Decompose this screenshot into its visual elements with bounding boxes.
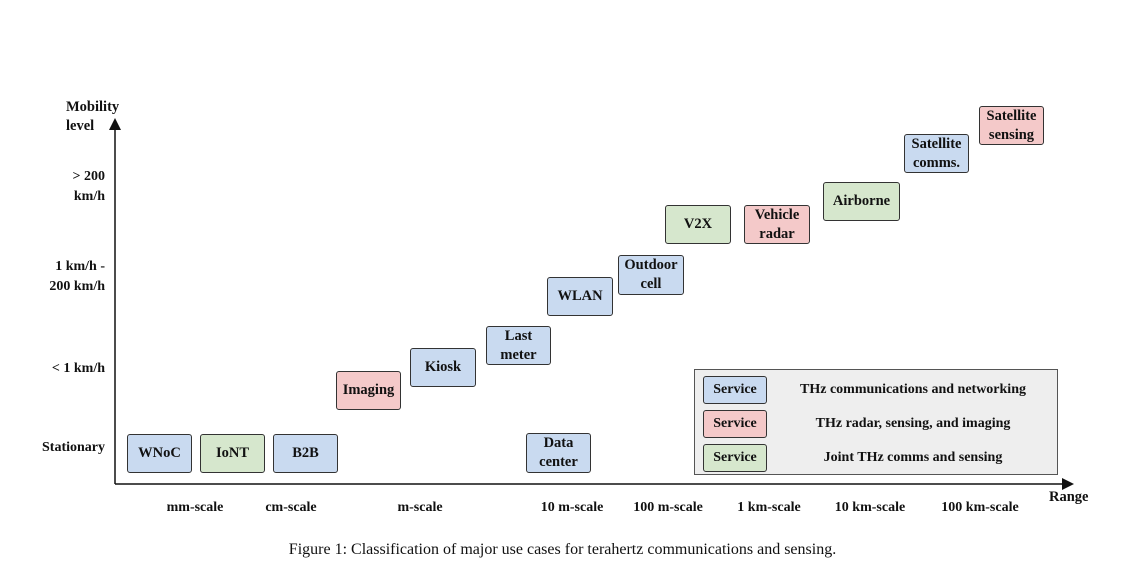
x-scale-1km: 1 km-scale xyxy=(737,500,801,515)
use-case-data-center: Data center xyxy=(526,433,591,473)
legend-row-joint: Service Joint THz comms and sensing xyxy=(695,444,1057,474)
legend-text-comms: THz communications and networking xyxy=(800,382,1026,397)
legend-text-joint: Joint THz comms and sensing xyxy=(823,450,1003,465)
use-case-iont: IoNT xyxy=(200,434,265,473)
x-axis-title: Range xyxy=(1049,489,1089,505)
use-case-outdoor-cell: Outdoor cell xyxy=(618,255,684,295)
x-scale-10km: 10 km-scale xyxy=(834,500,906,515)
legend-chip-comms: Service xyxy=(703,376,767,404)
use-case-last-meter: Last meter xyxy=(486,326,551,365)
y-axis-title: Mobility level xyxy=(66,99,120,134)
legend-row-sensing: Service THz radar, sensing, and imaging xyxy=(695,410,1057,440)
y-level-low: < 1 km/h xyxy=(51,361,105,376)
use-case-v2x: V2X xyxy=(665,205,731,244)
figure-caption: Figure 1: Classification of major use ca… xyxy=(288,541,837,558)
x-scale-100m: 100 m-scale xyxy=(633,500,703,515)
x-scale-m: m-scale xyxy=(397,500,443,515)
use-case-b2b: B2B xyxy=(273,434,338,473)
use-case-kiosk: Kiosk xyxy=(410,348,476,387)
y-level-stationary: Stationary xyxy=(42,440,105,455)
use-case-vehicle-radar: Vehicle radar xyxy=(744,205,810,244)
y-level-high: > 200 km/h xyxy=(72,169,105,204)
use-case-wnoc: WNoC xyxy=(127,434,192,473)
x-scale-cm: cm-scale xyxy=(265,500,317,515)
legend-chip-joint: Service xyxy=(703,444,767,472)
use-case-airborne: Airborne xyxy=(823,182,900,221)
use-case-satellite-sensing: Satellite sensing xyxy=(979,106,1044,145)
use-case-wlan: WLAN xyxy=(547,277,613,316)
legend-chip-sensing: Service xyxy=(703,410,767,438)
y-level-medium: 1 km/h - 200 km/h xyxy=(49,259,105,294)
x-scale-mm: mm-scale xyxy=(166,500,224,515)
use-case-satellite-comms: Satellite comms. xyxy=(904,134,969,173)
legend-text-sensing: THz radar, sensing, and imaging xyxy=(815,416,1011,431)
legend-row-comms: Service THz communications and networkin… xyxy=(695,376,1057,406)
legend: Service THz communications and networkin… xyxy=(694,369,1058,475)
x-scale-100km: 100 km-scale xyxy=(941,500,1019,515)
use-case-imaging: Imaging xyxy=(336,371,401,410)
x-scale-10m: 10 m-scale xyxy=(540,500,604,515)
